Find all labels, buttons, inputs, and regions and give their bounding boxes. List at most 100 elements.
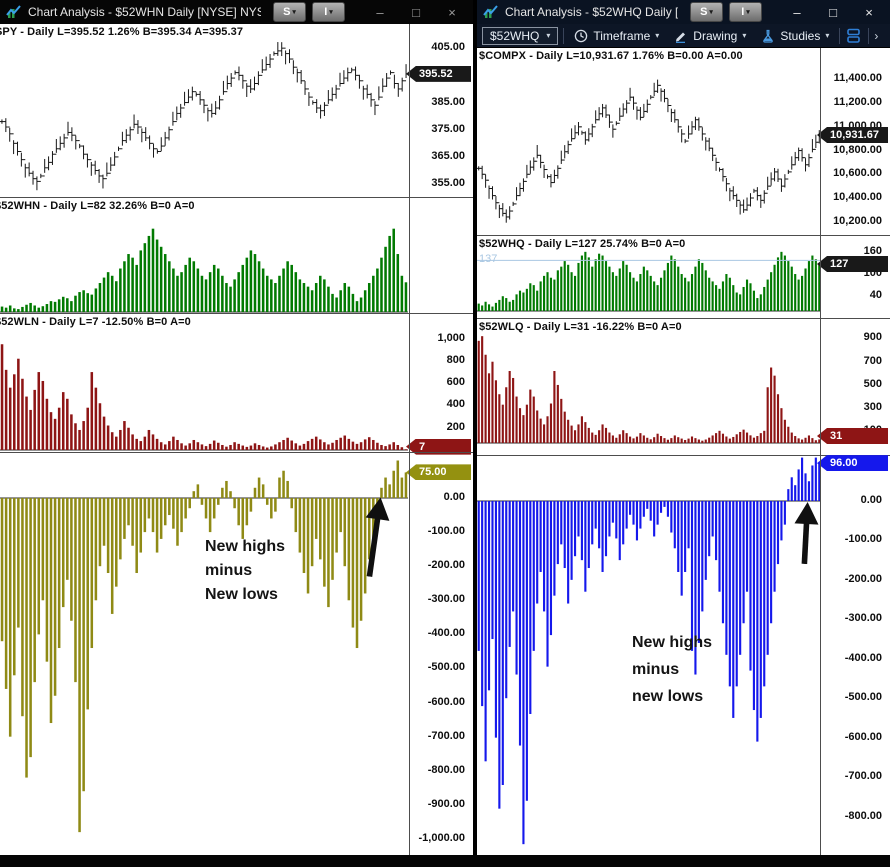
maximize-icon[interactable]: □	[829, 4, 837, 20]
timeframe-label: Timeframe	[593, 28, 651, 43]
annotation-line: new lows	[632, 688, 704, 705]
up-arrow-annotation	[365, 497, 390, 578]
axis-tick-label: -800.00	[844, 809, 882, 822]
chevron-down-icon: ▾	[546, 31, 551, 40]
toolbar-separator	[868, 27, 870, 44]
new-highs-histogram[interactable]	[477, 236, 890, 319]
up-arrow-annotation	[794, 502, 819, 565]
axis-separator	[409, 24, 410, 855]
axis-tick-label: 10,800.00	[833, 143, 882, 156]
axis-tick-label: 500	[863, 377, 882, 390]
axis-tick-label: -700.00	[844, 770, 882, 783]
s-button-label: S	[700, 6, 708, 18]
axis-tick-label: 355.00	[431, 177, 465, 190]
axis-tick-label: -300.00	[427, 593, 465, 606]
axis-tick-label: -500.00	[427, 661, 465, 674]
drawing-menu[interactable]: Drawing ▾	[669, 24, 751, 47]
titlebar-left: Chart Analysis - $52WHN Daily [NYSE] NYS…	[0, 0, 473, 24]
new-lows-histogram[interactable]	[477, 319, 890, 456]
chevron-down-icon: ▾	[746, 8, 750, 16]
pane-net-highs-lows: 0.00 -100.00 -200.00 -300.00 -400.00 -500.00 -…	[477, 455, 890, 855]
close-icon[interactable]: ×	[865, 4, 873, 20]
last-value-badge: 7	[406, 438, 471, 455]
last-value-badge: 96.00	[817, 455, 888, 472]
window-title: Chart Analysis - $52WHN Daily [NYSE] NYS…	[28, 5, 261, 19]
annotation-line: minus	[632, 661, 680, 678]
new-highs-histogram[interactable]	[0, 198, 473, 314]
pane-header-52whq: $52WHQ - Daily L=127 25.74% B=0 A=0	[479, 238, 686, 250]
pane-52wln: $52WLN - Daily L=7 -12.50% B=0 A=0 1,000…	[0, 313, 473, 455]
pane-header-compx: $COMPX - Daily L=10,931.67 1.76% B=0.00 …	[479, 50, 743, 62]
s-button-label: S	[283, 6, 291, 18]
level-line-label: 137	[479, 253, 498, 266]
i-button-label: I	[324, 6, 328, 18]
axis-tick-label: 10,200.00	[833, 214, 882, 227]
axis-tick-label: 385.00	[431, 95, 465, 108]
bottom-bar	[0, 855, 890, 867]
axis-tick-label: -600.00	[844, 730, 882, 743]
axis-tick-label: 160	[863, 244, 882, 257]
toolbar-overflow-chevron[interactable]: ›	[874, 28, 879, 43]
axis-separator	[820, 48, 821, 855]
axis-tick-label: 0.00	[860, 493, 882, 506]
net-new-highs-histogram[interactable]	[0, 453, 473, 855]
axis-tick-label: 200	[446, 420, 465, 433]
chevron-down-icon: ▾	[655, 31, 660, 40]
new-lows-histogram[interactable]	[0, 314, 473, 453]
minimize-icon[interactable]: –	[793, 4, 801, 20]
axis-tick-label: 700	[863, 354, 882, 367]
symbol-link-button[interactable]: S ▾	[273, 2, 306, 22]
axis-tick-label: 11,400.00	[833, 72, 882, 85]
pencil-icon	[676, 32, 686, 43]
axis-tick-label: -400.00	[844, 651, 882, 664]
window-title: Chart Analysis - $52WHQ Daily [...	[505, 5, 678, 19]
studies-menu[interactable]: Studies ▾	[756, 24, 834, 47]
timeframe-menu[interactable]: Timeframe ▾	[569, 24, 664, 47]
annotation-line: New lows	[205, 586, 278, 603]
pane-header-52wln: $52WLN - Daily L=7 -12.50% B=0 A=0	[0, 316, 191, 328]
chevron-down-icon: ▾	[825, 31, 830, 40]
annotation-line: New highs	[632, 634, 713, 651]
pane-header-52wlq: $52WLQ - Daily L=31 -16.22% B=0 A=0	[479, 321, 682, 333]
axis-tick-label: 600	[446, 376, 465, 389]
axis-tick-label: -600.00	[427, 695, 465, 708]
pane-header-spy: SPY - Daily L=395.52 1.26% B=395.34 A=39…	[0, 26, 244, 38]
minimize-icon[interactable]: –	[376, 4, 384, 20]
axis-tick-label: 11,200.00	[833, 96, 882, 109]
chevron-down-icon: ▾	[709, 8, 713, 16]
axis-tick-label: 365.00	[431, 149, 465, 162]
i-button-label: I	[741, 6, 745, 18]
maximize-icon[interactable]: □	[412, 4, 420, 20]
nh-nl-annotation: New highs minus new lows	[632, 629, 712, 710]
net-new-highs-histogram[interactable]	[477, 456, 890, 855]
last-value-badge: 31	[817, 428, 888, 445]
titlebar-right: Chart Analysis - $52WHQ Daily [... S ▾ I…	[477, 0, 890, 24]
axis-tick-label: -900.00	[427, 797, 465, 810]
symbol-dropdown[interactable]: $52WHQ ▾	[482, 26, 559, 45]
axis-tick-label: 405.00	[431, 41, 465, 54]
interval-link-button[interactable]: I ▾	[729, 2, 762, 22]
symbol-link-button[interactable]: S ▾	[690, 2, 723, 22]
app-chart-icon	[483, 5, 498, 18]
axis-tick-label: 40	[869, 289, 882, 302]
layout-icon[interactable]	[845, 28, 863, 44]
axis-tick-label: 900	[863, 331, 882, 344]
pane-52whn: $52WHN - Daily L=82 32.26% B=0 A=0	[0, 197, 473, 314]
studies-label: Studies	[780, 28, 821, 43]
clock-icon	[575, 29, 588, 42]
nh-nl-annotation: New highs minus New lows	[205, 535, 285, 607]
pane-52wlq: $52WLQ - Daily L=31 -16.22% B=0 A=0 900 7…	[477, 318, 890, 456]
axis-tick-label: -100.00	[844, 533, 882, 546]
axis-tick-label: -200.00	[427, 559, 465, 572]
compx-price-chart[interactable]	[477, 48, 890, 235]
close-icon[interactable]: ×	[448, 4, 456, 20]
spy-price-chart[interactable]	[0, 24, 473, 197]
window-divider	[473, 0, 477, 867]
flask-icon	[763, 29, 774, 43]
chart-toolbar: $52WHQ ▾ Timeframe ▾ Drawing ▾ St	[477, 24, 890, 48]
annotation-line: minus	[205, 562, 253, 579]
axis-tick-label: 10,600.00	[833, 167, 882, 180]
annotation-line: New highs	[205, 538, 286, 555]
interval-link-button[interactable]: I ▾	[312, 2, 345, 22]
axis-tick-label: -700.00	[427, 729, 465, 742]
